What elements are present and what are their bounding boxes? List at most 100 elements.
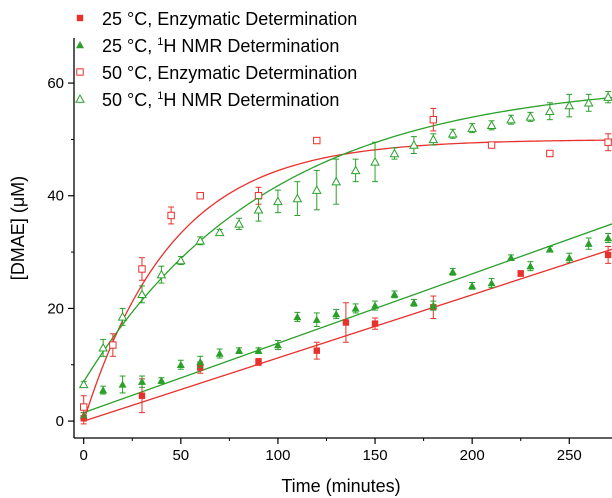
x-tick-label: 50 bbox=[172, 447, 189, 464]
data-point bbox=[311, 185, 322, 194]
data-point bbox=[195, 235, 206, 245]
y-axis-title: [DMAE] (μM) bbox=[8, 176, 28, 280]
data-point bbox=[235, 346, 244, 354]
data-point bbox=[138, 392, 146, 399]
data-point bbox=[273, 341, 282, 349]
data-point bbox=[584, 239, 593, 247]
data-point bbox=[117, 311, 128, 321]
data-point bbox=[331, 176, 342, 186]
y-tick-label: 60 bbox=[47, 75, 64, 92]
data-point bbox=[214, 227, 225, 237]
data-point bbox=[371, 320, 379, 327]
x-tick-label: 150 bbox=[363, 447, 388, 464]
data-point bbox=[525, 111, 536, 121]
x-tick-label: 0 bbox=[80, 447, 88, 464]
data-point bbox=[332, 310, 341, 318]
data-point bbox=[390, 290, 399, 298]
data-point bbox=[313, 347, 320, 354]
legend-label-3: 50 °C, Enzymatic Determination bbox=[102, 63, 357, 83]
data-point bbox=[507, 253, 516, 261]
data-point bbox=[604, 234, 612, 242]
data-point bbox=[138, 265, 146, 273]
data-point bbox=[409, 140, 419, 149]
data-point bbox=[293, 312, 302, 321]
data-point bbox=[80, 403, 88, 411]
x-tick-label: 250 bbox=[557, 447, 582, 464]
series-3 bbox=[80, 107, 612, 419]
data-point bbox=[99, 386, 108, 394]
data-point bbox=[176, 360, 185, 368]
data-point bbox=[254, 192, 263, 200]
data-point bbox=[409, 298, 418, 306]
data-point bbox=[486, 120, 497, 130]
data-point bbox=[429, 115, 438, 124]
data-point bbox=[156, 269, 167, 279]
data-point bbox=[215, 349, 224, 357]
data-point bbox=[118, 380, 127, 388]
data-point bbox=[292, 193, 303, 203]
data-point bbox=[371, 301, 380, 309]
data-point bbox=[351, 304, 360, 312]
legend-marker-1 bbox=[76, 14, 84, 22]
data-point bbox=[137, 289, 147, 299]
data-point bbox=[312, 315, 321, 323]
data-point bbox=[313, 136, 321, 145]
data-point bbox=[603, 92, 612, 101]
data-point bbox=[604, 251, 612, 259]
legend-marker-2 bbox=[76, 41, 84, 49]
data-point bbox=[137, 377, 146, 385]
data-point bbox=[253, 204, 264, 214]
data-point bbox=[564, 100, 575, 110]
data-point bbox=[448, 267, 457, 276]
series-2 bbox=[79, 232, 612, 419]
data-point bbox=[273, 196, 283, 206]
data-point bbox=[157, 376, 166, 384]
data-point bbox=[604, 138, 612, 146]
legend-label-2: 25 °C, 1H NMR Determination bbox=[102, 36, 339, 56]
fit-curve-2 bbox=[83, 223, 612, 414]
data-point bbox=[583, 97, 594, 107]
data-point bbox=[196, 357, 205, 366]
legend-label-1: 25 °C, Enzymatic Determination bbox=[102, 9, 357, 29]
x-axis-title: Time (minutes) bbox=[281, 476, 400, 496]
x-tick-label: 200 bbox=[460, 447, 485, 464]
data-point bbox=[98, 342, 108, 352]
data-point bbox=[468, 281, 477, 290]
y-tick-label: 20 bbox=[47, 300, 64, 317]
data-point bbox=[175, 255, 186, 265]
data-point bbox=[428, 134, 439, 144]
data-point bbox=[526, 262, 535, 270]
legend-marker-4 bbox=[75, 93, 85, 103]
data-point bbox=[565, 253, 574, 261]
series-4 bbox=[78, 91, 612, 389]
data-point bbox=[255, 358, 262, 366]
data-point bbox=[370, 156, 380, 166]
x-tick-label: 100 bbox=[265, 447, 290, 464]
data-point bbox=[234, 218, 244, 228]
fit-curve-4 bbox=[83, 96, 612, 383]
data-point bbox=[506, 114, 516, 124]
data-point bbox=[487, 279, 496, 287]
legend: 25 °C, Enzymatic Determination 25 °C, 1H … bbox=[75, 9, 357, 110]
data-point bbox=[342, 319, 350, 326]
data-point bbox=[545, 245, 554, 253]
data-point bbox=[447, 128, 458, 138]
fit-curve-1 bbox=[83, 248, 612, 422]
y-tick-label: 0 bbox=[56, 413, 64, 430]
legend-label-4: 50 °C, 1H NMR Determination bbox=[102, 90, 339, 110]
data-point bbox=[78, 379, 89, 389]
data-point bbox=[254, 346, 263, 354]
legend-marker-3 bbox=[76, 68, 84, 76]
y-tick-label: 40 bbox=[47, 188, 64, 205]
plot-area bbox=[78, 91, 612, 425]
fit-curve-3 bbox=[83, 139, 612, 422]
data-point bbox=[350, 165, 361, 175]
axes: 0 50 100 150 200 250 0 20 40 60 bbox=[47, 38, 612, 464]
data-point bbox=[196, 192, 204, 200]
data-point bbox=[546, 149, 554, 158]
data-point bbox=[517, 270, 524, 277]
data-point bbox=[109, 341, 117, 349]
data-point bbox=[544, 106, 555, 115]
data-point bbox=[167, 211, 175, 220]
